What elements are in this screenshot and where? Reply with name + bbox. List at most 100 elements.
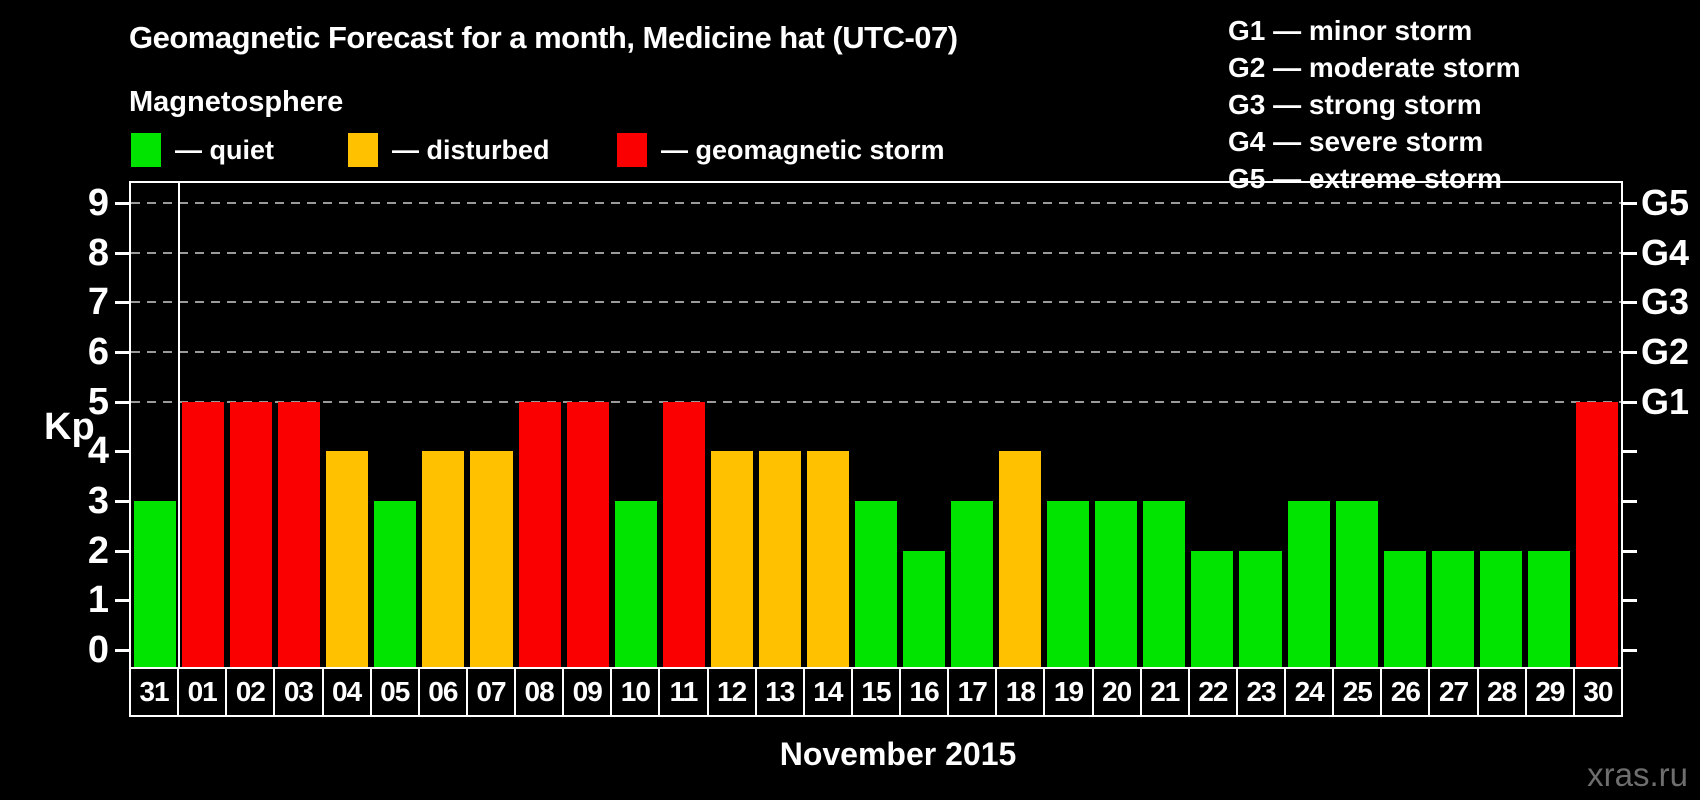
y-tick-label: 4	[87, 430, 109, 473]
y-axis-tick	[115, 301, 129, 305]
kp-gridline	[131, 201, 1621, 204]
kp-bar-day-03	[278, 401, 321, 667]
kp-bar-day-05	[374, 501, 417, 667]
right-axis-tick	[1623, 649, 1637, 652]
legend-label-storm: — geomagnetic storm	[661, 134, 945, 165]
kp-bar-day-04	[326, 451, 369, 667]
legend-item-storm: — geomagnetic storm	[617, 133, 945, 167]
right-axis-tick	[1623, 350, 1637, 354]
day-label-cell: 20	[1092, 668, 1141, 716]
storm-scale-legend: G1 — minor storm G2 — moderate storm G3 — …	[1228, 12, 1521, 197]
y-tick-label: 0	[87, 629, 109, 671]
day-label-cell: 23	[1236, 668, 1286, 716]
y-tick-label: 3	[87, 479, 109, 522]
day-label-cell: 15	[851, 668, 901, 716]
day-label-cell: 14	[803, 668, 852, 716]
kp-bar-day-10	[614, 501, 657, 667]
day-label-cell: 06	[418, 668, 467, 716]
day-label-cell: 19	[1044, 668, 1093, 716]
day-label-cell: 12	[707, 668, 756, 716]
day-label-cell: 02	[226, 668, 275, 716]
kp-bar-day-08	[518, 401, 561, 667]
y-axis-title: Kp	[44, 406, 95, 448]
day-label-cell: 05	[370, 668, 419, 716]
day-label-cell: 29	[1525, 668, 1574, 716]
disturbed-color-swatch	[348, 133, 378, 167]
y-tick-label: 7	[87, 281, 109, 324]
y-tick-label: 9	[87, 181, 109, 224]
right-axis-tick	[1623, 251, 1637, 255]
legend-label-disturbed: — disturbed	[392, 134, 550, 165]
kp-bar-day-07	[470, 451, 513, 667]
right-axis-label-G5: G5	[1641, 181, 1690, 223]
right-axis-tick	[1623, 599, 1637, 603]
kp-gridline	[131, 251, 1621, 254]
day-label-cell: 31	[130, 668, 179, 716]
kp-bar-day-22	[1191, 550, 1234, 667]
kp-bar-day-01	[182, 401, 225, 667]
kp-bar-day-11	[662, 401, 705, 667]
legend-label-quiet: — quiet	[175, 134, 274, 165]
day-label-cell: 27	[1429, 668, 1478, 716]
kp-bar-day-17	[951, 501, 994, 667]
kp-bar-day-30	[1575, 401, 1618, 667]
kp-bar-day-24	[1287, 501, 1330, 667]
kp-bar-day-06	[422, 451, 465, 667]
y-axis-tick	[115, 251, 129, 255]
quiet-color-swatch	[131, 133, 161, 167]
kp-bar-day-26	[1383, 550, 1426, 667]
kp-bar-day-31	[134, 501, 177, 667]
y-axis-tick	[115, 350, 129, 354]
day-label-cell: 16	[900, 668, 949, 716]
chart-title: Geomagnetic Forecast for a month, Medici…	[129, 20, 958, 55]
month-separator-line	[178, 183, 181, 667]
kp-bar-day-19	[1047, 501, 1090, 667]
kp-bar-day-16	[903, 550, 946, 667]
day-label-cell: 04	[322, 668, 371, 716]
kp-bar-day-28	[1479, 550, 1522, 667]
chart-subtitle: Magnetosphere	[129, 86, 344, 118]
legend-item-disturbed: — disturbed	[348, 133, 550, 167]
day-label-cell: 21	[1140, 668, 1189, 716]
y-tick-label: 1	[87, 579, 109, 622]
kp-bar-day-15	[854, 501, 898, 667]
day-label-cell: 11	[659, 668, 708, 716]
day-label-cell: 09	[563, 668, 612, 716]
day-label-cell: 08	[515, 668, 564, 716]
kp-bar-day-12	[710, 451, 753, 667]
kp-bar-day-18	[999, 451, 1042, 667]
y-tick-label: 8	[87, 231, 109, 274]
right-axis-label-G1: G1	[1641, 380, 1690, 422]
day-label-cell: 28	[1477, 668, 1526, 716]
y-axis-tick	[115, 499, 129, 503]
day-label-cell: 30	[1573, 668, 1622, 716]
x-axis-title: November 2015	[779, 736, 1017, 772]
y-axis-tick	[115, 450, 129, 454]
y-axis-tick	[115, 201, 129, 205]
legend-item-quiet: — quiet	[131, 133, 274, 167]
kp-bar-day-21	[1143, 501, 1186, 667]
right-axis-tick	[1623, 400, 1637, 404]
right-axis-tick	[1623, 499, 1637, 503]
kp-bar-day-29	[1527, 550, 1570, 667]
y-tick-label: 2	[87, 529, 109, 572]
right-axis-label-G2: G2	[1641, 330, 1690, 372]
kp-bar-day-27	[1431, 550, 1474, 667]
day-label-cell: 25	[1333, 668, 1382, 716]
day-axis-row: 31 01 02 03 04 05 06 07 08 09 10 11 12 13 14 15 16 17 18 19…	[129, 667, 1623, 717]
storm-scale-legend-line: G2 — moderate storm	[1228, 52, 1521, 83]
y-axis-tick	[115, 649, 129, 652]
day-label-cell: 10	[611, 668, 660, 716]
day-label-cell: 22	[1188, 668, 1237, 716]
storm-scale-legend-line: G4 — severe storm	[1228, 126, 1484, 157]
kp-gridline	[131, 400, 1621, 403]
storm-scale-legend-line: G5 — extreme storm	[1228, 163, 1502, 194]
right-axis-tick	[1623, 450, 1637, 454]
y-tick-label: 5	[87, 380, 109, 423]
plot-area: 0 1 2 3 4 5 6 7 8 9 G1 G2 G3 G4 G5	[88, 181, 1689, 671]
right-axis-tick	[1623, 549, 1637, 553]
watermark: xras.ru	[1587, 756, 1688, 793]
kp-bar-day-13	[758, 451, 801, 667]
storm-color-swatch	[617, 133, 647, 167]
